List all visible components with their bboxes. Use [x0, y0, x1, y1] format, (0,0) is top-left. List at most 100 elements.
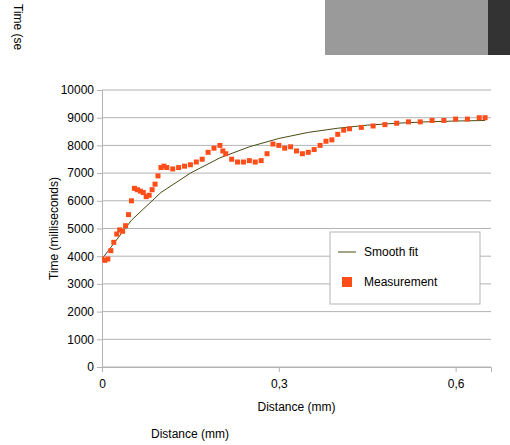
point — [164, 165, 169, 170]
tick-label: 9000 — [67, 111, 94, 125]
point — [282, 146, 287, 151]
point — [341, 128, 346, 133]
point — [229, 157, 234, 162]
tick-label: 1000 — [67, 333, 94, 347]
point — [253, 160, 258, 165]
point — [329, 137, 334, 142]
point — [129, 198, 134, 203]
point — [276, 143, 281, 148]
point — [120, 229, 125, 234]
grid-line — [102, 200, 491, 201]
tick-mark — [97, 367, 102, 368]
tick: 7000 — [67, 166, 102, 180]
legend-box — [330, 232, 480, 304]
tick: 0,6 — [448, 367, 465, 391]
grid-line — [102, 339, 491, 340]
x-axis-title: Distance (mm) — [257, 400, 335, 414]
point — [306, 150, 311, 155]
legend-label: Measurement — [364, 275, 438, 289]
background-image-edge — [488, 0, 510, 55]
legend-symbol — [342, 277, 352, 287]
point — [259, 158, 264, 163]
tick-label: 6000 — [67, 194, 94, 208]
grid-line — [102, 145, 491, 146]
point — [223, 151, 228, 156]
tick-label: 0,6 — [448, 377, 465, 391]
point — [294, 148, 299, 153]
tick: 0,3 — [271, 367, 288, 391]
point — [247, 158, 252, 163]
x-axis: 0 0,3 0,6 — [99, 367, 491, 391]
annotation: Time (se — [11, 4, 25, 51]
point — [318, 143, 323, 148]
tick-label: 3000 — [67, 277, 94, 291]
point — [200, 157, 205, 162]
point — [406, 119, 411, 124]
point — [211, 146, 216, 151]
tick: 5000 — [67, 222, 102, 236]
point — [430, 118, 435, 123]
legend-symbol — [338, 252, 356, 253]
tick: 6000 — [67, 194, 102, 208]
tick: 4000 — [67, 250, 102, 264]
tick-mark — [97, 118, 102, 119]
point — [335, 132, 340, 137]
annotation: Distance (mm) — [151, 427, 229, 441]
tick: 8000 — [67, 139, 102, 153]
tick-label: 2000 — [67, 305, 94, 319]
point — [123, 223, 128, 228]
point — [188, 162, 193, 167]
tick-label: 0 — [87, 360, 94, 374]
point — [453, 117, 458, 122]
tick-mark — [97, 201, 102, 202]
point — [105, 256, 110, 261]
tick-label: 0,3 — [271, 377, 288, 391]
point — [347, 126, 352, 131]
tick: 10000 — [61, 83, 102, 97]
tick: 0 — [87, 360, 102, 374]
axis-line — [97, 91, 103, 368]
grid-line — [102, 311, 491, 312]
point — [217, 143, 222, 148]
point — [155, 173, 160, 178]
point — [108, 248, 113, 253]
point — [394, 121, 399, 126]
point — [194, 160, 199, 165]
tick: 2000 — [67, 305, 102, 319]
tick-mark — [456, 367, 457, 372]
point — [312, 147, 317, 152]
tick-mark — [97, 173, 102, 174]
tick-mark — [279, 367, 280, 372]
tick-label: 4000 — [67, 250, 94, 264]
point — [465, 117, 470, 122]
tick-mark — [97, 312, 102, 313]
point — [147, 193, 152, 198]
point — [182, 164, 187, 169]
tick-label: 0 — [99, 377, 106, 391]
tick: 3000 — [67, 277, 102, 291]
point — [150, 187, 155, 192]
point — [111, 240, 116, 245]
tick-label: 5000 — [67, 222, 94, 236]
legend-label: Smooth fit — [364, 245, 419, 259]
grid — [102, 90, 491, 367]
tick-mark — [97, 229, 102, 230]
tick-label: 8000 — [67, 139, 94, 153]
axis-line — [103, 368, 492, 373]
point — [300, 151, 305, 156]
chart: 0 0,3 0,6 0 1000 2000 3000 4000 5000 6000 7000 8000… — [0, 0, 510, 445]
point — [441, 118, 446, 123]
tick: 0 — [99, 367, 106, 391]
y-axis: 0 1000 2000 3000 4000 5000 6000 7000 8000 9000 100… — [61, 83, 103, 374]
grid-line — [102, 90, 491, 91]
tick: 9000 — [67, 111, 102, 125]
point — [206, 150, 211, 155]
point — [235, 160, 240, 165]
point — [241, 160, 246, 165]
tick-mark — [97, 256, 102, 257]
point — [265, 151, 270, 156]
point — [382, 122, 387, 127]
tick-mark — [97, 284, 102, 285]
point — [371, 124, 376, 129]
point — [153, 182, 158, 187]
